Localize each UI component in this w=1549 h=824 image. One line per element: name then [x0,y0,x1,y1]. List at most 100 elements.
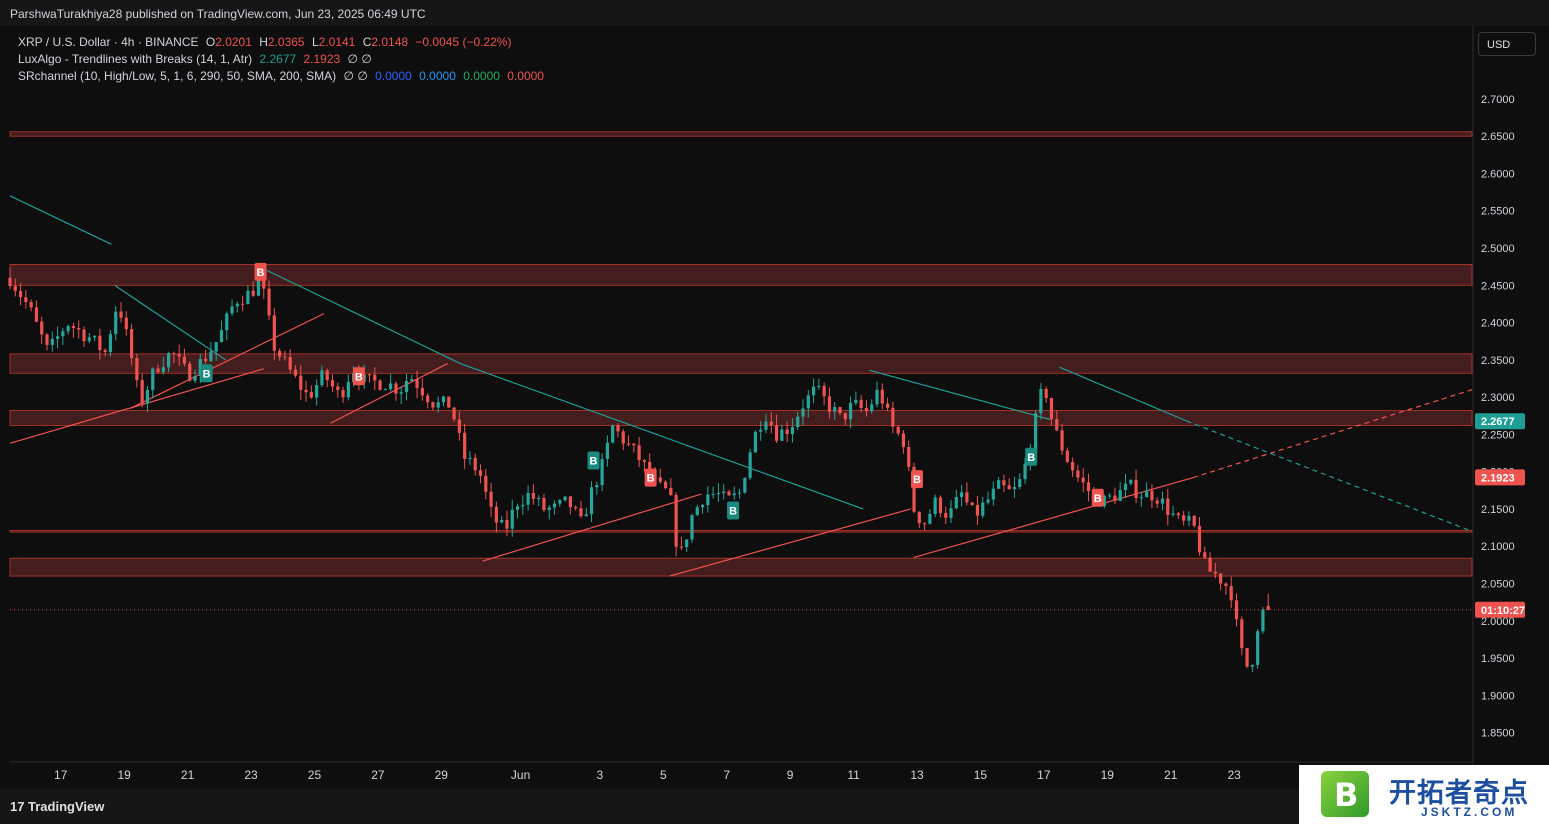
candle-body [1171,513,1175,515]
signal-label: B [647,473,655,485]
candle-body [1102,495,1106,506]
candle-body [986,499,990,503]
candle-body [92,335,97,338]
watermark: B 开拓者奇点 JSKTZ.COM [1299,765,1549,824]
candle-body [658,477,662,482]
trendlines [9,195,1473,577]
candle-body [346,381,350,398]
candle-body [817,385,821,387]
candle-body [716,493,721,495]
candle-body [885,403,890,408]
candle-body [806,395,810,409]
sr-zone [9,557,1473,577]
candle-body [66,326,70,332]
candle-body [880,389,884,404]
candle-body [55,336,60,339]
candle-body [917,511,921,524]
candle-body [780,429,784,441]
candle-body [642,460,647,462]
candle-body [1245,648,1249,667]
candle-body [484,475,488,492]
indicator-legend-srchannel[interactable]: SRchannel (10, High/Low, 5, 1, 6, 290, 5… [18,69,548,83]
candle-body [129,329,134,359]
candle-body [426,395,430,403]
candle-body [1166,498,1170,515]
indicator-legend-trendlines[interactable]: LuxAlgo - Trendlines with Breaks (14, 1,… [18,52,376,66]
candle-body [283,356,287,358]
candle-body [246,290,250,305]
candle-body [589,487,594,515]
candle-body [394,383,398,394]
candle-body [690,515,694,540]
candle-body [431,402,435,408]
candle-body [970,502,974,505]
candle-body [748,452,752,478]
candle-body [722,491,726,494]
support-trendline [913,477,1194,559]
candle-body [743,477,747,493]
candle-body [663,481,668,489]
candle-body [272,315,276,351]
candle-body [1155,500,1159,504]
support-trendline [1192,389,1473,479]
candle-body [790,427,795,435]
symbol-title[interactable]: XRP / U.S. Dollar · 4h · BINANCE [18,35,199,49]
sell-break-signal: B [911,470,924,489]
tradingview-logo[interactable]: 17 TradingView [10,799,104,814]
candle-body [256,277,261,296]
candle-body [336,386,340,391]
candle-body [1176,513,1180,516]
signal-badge [1091,488,1104,507]
candle-body [399,392,403,394]
candle-body [595,484,599,488]
indicator-value-4: 0.0000 [507,69,544,83]
time-axis: 17 19 21 23 25 27 29 Jun 3 5 7 9 11 13 15 17 19 21 23 [10,761,1473,782]
watermark-mark: B [1334,776,1359,814]
candle-body [209,351,213,362]
candle-body [1018,479,1022,488]
signal-label: B [1094,493,1102,505]
indicator-value-1: 0.0000 [375,69,412,83]
candle-body [632,443,636,446]
currency-button[interactable]: USD [1478,32,1536,56]
candle-body [87,337,91,342]
candle-body [848,403,853,420]
indicator-name[interactable]: SRchannel (10, High/Low, 5, 1, 6, 290, 5… [18,69,337,83]
price-tick-label: 2.0000 [1481,616,1515,628]
support-trendline [9,368,264,444]
candle-body [473,457,477,471]
candle-body [304,389,308,393]
candle-body [188,363,192,381]
candle-body [98,335,102,351]
break-signals: B B B B B B B B B [200,262,1104,520]
candle-body [1086,482,1091,492]
signal-label: B [1027,452,1035,464]
candle-body [1160,498,1165,504]
candle-body [341,390,345,398]
symbol-legend[interactable]: XRP / U.S. Dollar · 4h · BINANCE O2.0201… [18,35,515,49]
candle-body [700,505,705,508]
candle-body [1113,495,1117,502]
candle-body [119,311,123,318]
candle-body [1219,573,1223,584]
indicator-name[interactable]: LuxAlgo - Trendlines with Breaks (14, 1,… [18,52,253,66]
support-trendline [482,493,702,562]
candle-body [1139,497,1143,499]
tradingview-brand: TradingView [28,799,105,814]
candle-body [960,492,964,498]
candle-body [1123,483,1128,491]
high-value: 2.0365 [267,35,305,49]
time-tick-label: 25 [308,768,322,782]
price-tick-label: 2.6000 [1481,168,1515,180]
candle-body [912,466,916,512]
candle-body [251,290,255,296]
candle-body [161,367,165,373]
sell-break-signal: B [352,367,365,386]
candle-body [1129,479,1133,484]
candle-body [1134,479,1138,499]
candle-body [584,514,588,517]
sr-zone [9,530,1473,533]
candle-body [262,277,266,289]
price-label-text: 01:10:27 [1481,605,1525,617]
